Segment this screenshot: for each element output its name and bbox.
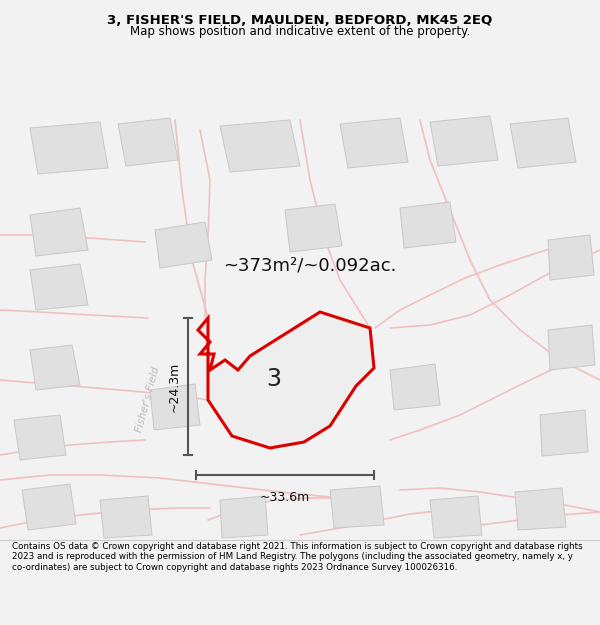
Text: ~373m²/~0.092ac.: ~373m²/~0.092ac. [223,256,397,274]
Text: Contains OS data © Crown copyright and database right 2021. This information is : Contains OS data © Crown copyright and d… [12,542,583,572]
Text: Fisher's Field: Fisher's Field [134,366,161,434]
Text: ~33.6m: ~33.6m [260,491,310,504]
Text: Map shows position and indicative extent of the property.: Map shows position and indicative extent… [130,25,470,38]
Text: ~24.3m: ~24.3m [167,361,181,412]
Text: 3: 3 [267,368,282,391]
Text: 3, FISHER'S FIELD, MAULDEN, BEDFORD, MK45 2EQ: 3, FISHER'S FIELD, MAULDEN, BEDFORD, MK4… [107,14,493,27]
Polygon shape [198,312,374,448]
